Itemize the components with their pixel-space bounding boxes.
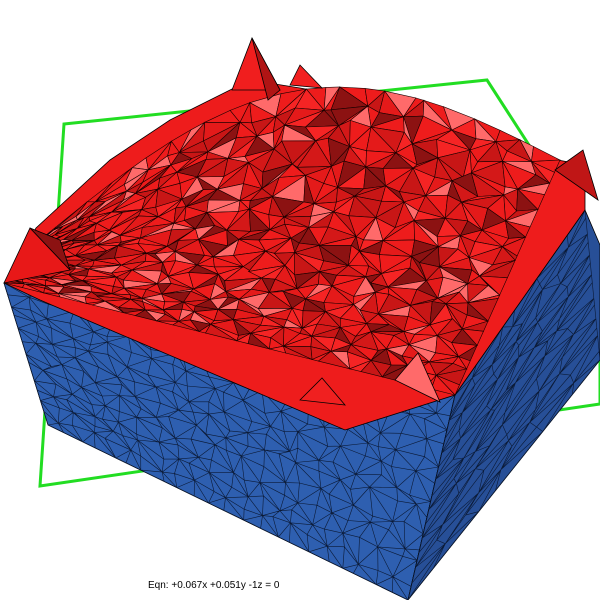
- mesh-facet: [91, 300, 125, 314]
- mesh-facet: [172, 321, 200, 332]
- mesh-facet: [247, 332, 270, 350]
- mesh-facet: [430, 374, 456, 396]
- cut-plane-outline: [38, 78, 600, 488]
- mesh-facet: [21, 283, 44, 294]
- mesh-facet: [282, 345, 313, 360]
- mesh-facet: [360, 359, 383, 378]
- plane-equation-label: Eqn: +0.067x +0.051y -1z = 0: [148, 580, 280, 591]
- mesh-facet: [317, 350, 351, 370]
- mesh-facet: [57, 292, 87, 304]
- mesh-edges: [407, 209, 600, 600]
- mesh-facet: [531, 146, 562, 162]
- mesh-top-surface: [3, 79, 586, 431]
- mesh-facet: [134, 309, 158, 322]
- mesh-peaks: [3, 37, 599, 406]
- mesh-facet: [205, 323, 237, 342]
